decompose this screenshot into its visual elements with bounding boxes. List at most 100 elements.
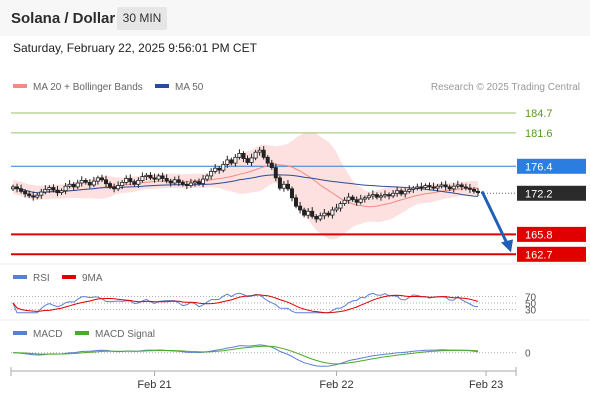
legend-swatch-ma50 bbox=[155, 84, 169, 88]
candle-body bbox=[120, 181, 125, 186]
macd-legend-swatch bbox=[13, 331, 27, 335]
candle bbox=[221, 161, 226, 173]
candle-body bbox=[156, 175, 161, 180]
candle-body bbox=[83, 179, 88, 183]
candle bbox=[91, 176, 96, 188]
candle bbox=[265, 155, 270, 167]
candle bbox=[23, 189, 28, 198]
candle bbox=[205, 173, 210, 182]
candle bbox=[253, 149, 258, 161]
candle bbox=[277, 175, 282, 191]
candle-body bbox=[100, 177, 105, 181]
candle bbox=[152, 173, 157, 183]
candle-body bbox=[180, 181, 185, 185]
forecast-arrow-head bbox=[501, 239, 513, 253]
candle bbox=[160, 172, 165, 183]
candle-body bbox=[75, 182, 80, 188]
candle-body bbox=[306, 210, 311, 216]
candlesticks bbox=[10, 146, 480, 223]
current-price-label: 172.2 bbox=[525, 188, 553, 200]
candle bbox=[281, 181, 286, 192]
candle-body bbox=[148, 174, 153, 179]
candle-body bbox=[447, 186, 452, 190]
level-label-176.4: 176.4 bbox=[525, 161, 553, 173]
candle bbox=[403, 188, 408, 198]
rsi-line bbox=[12, 292, 479, 314]
candle-body bbox=[419, 186, 424, 189]
candle bbox=[124, 175, 129, 185]
candle bbox=[188, 178, 193, 188]
candle bbox=[132, 179, 137, 187]
candle-body bbox=[395, 190, 400, 194]
candle bbox=[59, 188, 64, 195]
candle-body bbox=[184, 183, 189, 187]
candle bbox=[366, 192, 371, 201]
candle bbox=[322, 209, 327, 220]
macd-panel: 0 bbox=[11, 344, 531, 367]
candle-body bbox=[31, 195, 36, 198]
candle-body bbox=[289, 188, 294, 199]
candle-body bbox=[217, 167, 222, 171]
timeframe-button[interactable]: 30 MIN bbox=[117, 7, 167, 30]
candle bbox=[14, 183, 19, 193]
candle-body bbox=[277, 177, 282, 189]
candle bbox=[249, 153, 254, 166]
macd-signal-legend-swatch bbox=[75, 331, 89, 335]
candle bbox=[237, 149, 242, 160]
candle-body bbox=[427, 185, 432, 188]
candle-body bbox=[330, 209, 335, 216]
candle-body bbox=[281, 183, 286, 189]
candle bbox=[342, 197, 347, 206]
candle bbox=[35, 192, 40, 200]
candle-body bbox=[382, 194, 387, 197]
x-tick-label: Feb 23 bbox=[469, 379, 503, 391]
candle bbox=[318, 212, 323, 222]
candle bbox=[293, 194, 298, 209]
candle bbox=[415, 183, 420, 191]
candle bbox=[104, 175, 109, 188]
level-label-181.6: 181.6 bbox=[525, 128, 553, 140]
candle-body bbox=[463, 186, 468, 189]
candle-body bbox=[322, 212, 327, 217]
candle-body bbox=[439, 184, 444, 187]
candle bbox=[241, 151, 246, 163]
candle-body bbox=[176, 179, 181, 183]
candle-body bbox=[338, 203, 343, 209]
candle bbox=[411, 185, 416, 193]
candle-body bbox=[269, 162, 274, 169]
macd-legend-label: MACD bbox=[33, 329, 62, 340]
candle bbox=[378, 192, 383, 201]
candle bbox=[245, 155, 250, 165]
candle bbox=[180, 180, 185, 187]
rsi-level-label: 70 bbox=[525, 293, 537, 304]
candle-body bbox=[314, 215, 319, 220]
bollinger-band-area bbox=[13, 132, 478, 240]
candle bbox=[136, 177, 141, 188]
macd-line bbox=[12, 344, 479, 367]
candle bbox=[39, 188, 44, 199]
candle-body bbox=[91, 180, 96, 186]
candle-body bbox=[455, 184, 460, 187]
forecast-arrow-shaft bbox=[480, 190, 510, 247]
level-label-165.8: 165.8 bbox=[525, 229, 553, 241]
x-axis: Feb 21 Feb 22 Feb 23 bbox=[10, 367, 517, 391]
candle bbox=[350, 194, 355, 202]
candle-body bbox=[459, 184, 464, 188]
candle-body bbox=[374, 194, 379, 198]
candle bbox=[87, 179, 92, 189]
moving-averages bbox=[12, 164, 479, 208]
candle-body bbox=[354, 199, 359, 203]
candle bbox=[423, 183, 428, 190]
candle-body bbox=[43, 188, 48, 193]
candle-body bbox=[23, 190, 28, 195]
candle bbox=[71, 182, 76, 191]
candle-body bbox=[370, 194, 375, 197]
candle-body bbox=[10, 186, 15, 190]
candle bbox=[31, 191, 36, 201]
rsi-legend-swatch bbox=[13, 275, 27, 279]
current-price-tag bbox=[517, 185, 586, 201]
candle bbox=[176, 175, 181, 186]
candle-body bbox=[407, 188, 412, 192]
